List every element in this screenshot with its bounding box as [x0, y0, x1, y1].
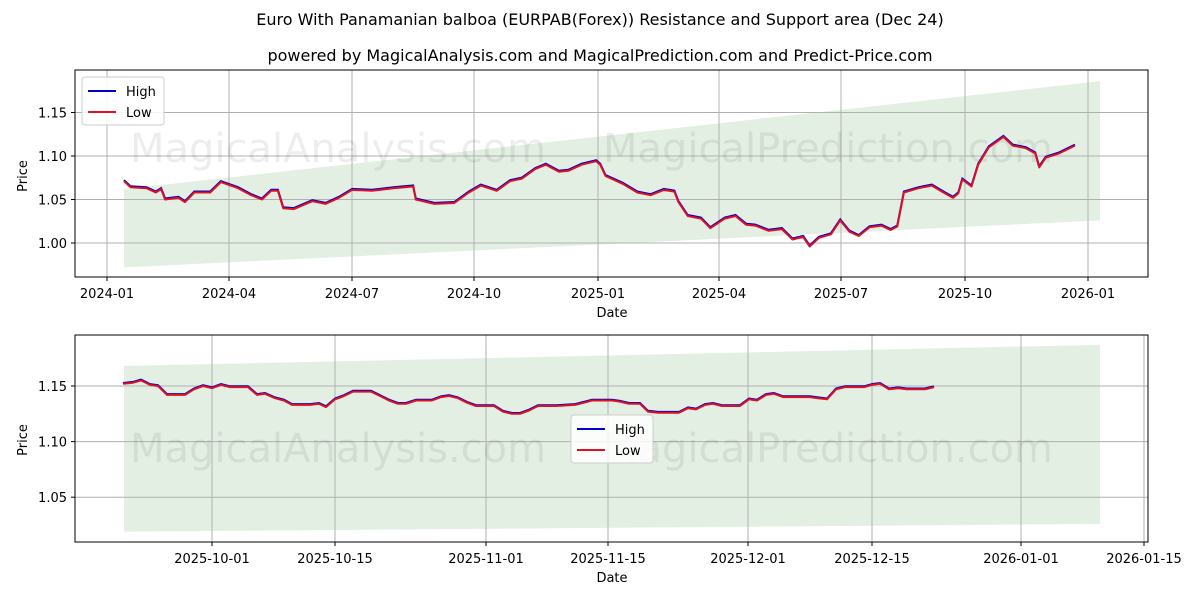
y-tick-label: 1.00 — [38, 237, 67, 252]
legend-label-low: Low — [615, 444, 641, 459]
x-tick-label: 2025-12-01 — [710, 552, 786, 567]
y-tick-label: 1.05 — [38, 491, 67, 506]
y-tick-label: 1.10 — [38, 436, 67, 451]
watermark: MagicalPrediction.com — [603, 126, 1053, 172]
axes-frame — [74, 69, 1149, 278]
legend-label-high: High — [615, 423, 645, 438]
watermark: MagicalAnalysis.com — [130, 426, 546, 472]
legend-label-low: Low — [126, 106, 152, 121]
y-tick-label: 1.05 — [38, 194, 67, 209]
x-tick-label: 2024-04 — [202, 287, 256, 302]
x-tick-label: 2026-01 — [1061, 287, 1115, 302]
x-tick-label: 2026-01-01 — [983, 552, 1059, 567]
y-tick-label: 1.15 — [38, 107, 67, 122]
x-tick-label: 2025-01 — [571, 287, 625, 302]
x-tick-label: 2024-10 — [447, 287, 501, 302]
legend-label-high: High — [126, 85, 156, 100]
x-tick-label: 2025-10 — [938, 287, 992, 302]
x-tick-label: 2025-11-15 — [570, 552, 646, 567]
y-axis-label: Price — [16, 424, 31, 456]
x-tick-label: 2025-07 — [814, 287, 868, 302]
legend-bottom: High Low — [570, 414, 654, 464]
axes-frame — [74, 334, 1149, 543]
watermark: MagicalPrediction.com — [603, 426, 1053, 472]
chart-panel-1: MagicalAnalysis.com MagicalPrediction.com — [75, 70, 1148, 277]
x-tick-label: 2024-07 — [325, 287, 379, 302]
x-tick-label: 2025-04 — [692, 287, 746, 302]
legend-top: High Low — [81, 76, 165, 126]
x-axis-label: Date — [596, 571, 627, 586]
chart-title: Euro With Panamanian balboa (EURPAB(Fore… — [256, 10, 944, 29]
x-tick-label: 2025-10-01 — [174, 552, 250, 567]
low-series-line — [122, 379, 935, 415]
x-tick-label: 2025-10-15 — [297, 552, 373, 567]
x-axis-label: Date — [596, 306, 627, 321]
x-tick-label: 2024-01 — [80, 287, 134, 302]
watermark: MagicalAnalysis.com — [130, 126, 546, 172]
x-tick-label: 2025-11-01 — [448, 552, 524, 567]
y-axis-label: Price — [16, 160, 31, 192]
chart-subtitle: powered by MagicalAnalysis.com and Magic… — [267, 46, 933, 65]
y-tick-label: 1.10 — [38, 150, 67, 165]
x-tick-label: 2025-12-15 — [834, 552, 910, 567]
support-resistance-band — [124, 81, 1100, 268]
y-tick-label: 1.15 — [38, 380, 67, 395]
x-tick-label: 2026-01-15 — [1106, 552, 1182, 567]
low-series-line — [123, 135, 1076, 248]
